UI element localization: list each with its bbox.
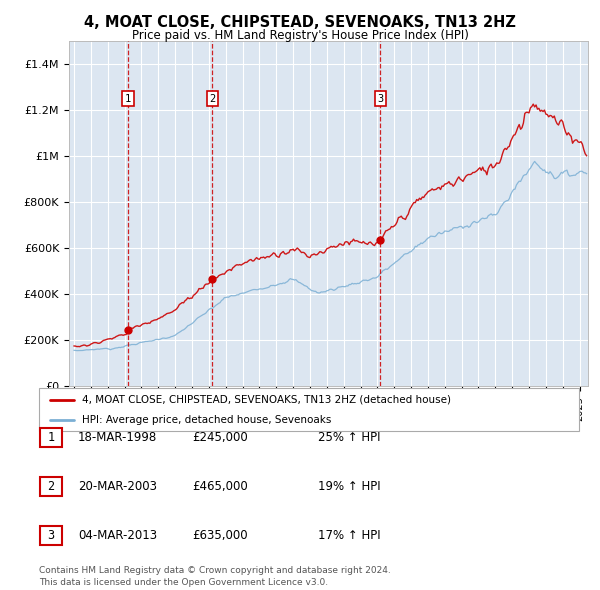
Text: 20-MAR-2003: 20-MAR-2003	[78, 480, 157, 493]
Text: 04-MAR-2013: 04-MAR-2013	[78, 529, 157, 542]
Text: 1: 1	[125, 94, 131, 104]
Text: £245,000: £245,000	[192, 431, 248, 444]
Text: 1: 1	[47, 431, 55, 444]
Text: HPI: Average price, detached house, Sevenoaks: HPI: Average price, detached house, Seve…	[82, 415, 332, 425]
Text: 3: 3	[377, 94, 383, 104]
Text: 19% ↑ HPI: 19% ↑ HPI	[318, 480, 380, 493]
Text: Price paid vs. HM Land Registry's House Price Index (HPI): Price paid vs. HM Land Registry's House …	[131, 29, 469, 42]
Text: 25% ↑ HPI: 25% ↑ HPI	[318, 431, 380, 444]
Text: 3: 3	[47, 529, 55, 542]
Text: 4, MOAT CLOSE, CHIPSTEAD, SEVENOAKS, TN13 2HZ: 4, MOAT CLOSE, CHIPSTEAD, SEVENOAKS, TN1…	[84, 15, 516, 30]
Text: £465,000: £465,000	[192, 480, 248, 493]
Text: 2: 2	[47, 480, 55, 493]
Text: 4, MOAT CLOSE, CHIPSTEAD, SEVENOAKS, TN13 2HZ (detached house): 4, MOAT CLOSE, CHIPSTEAD, SEVENOAKS, TN1…	[82, 395, 451, 405]
Text: £635,000: £635,000	[192, 529, 248, 542]
Text: 18-MAR-1998: 18-MAR-1998	[78, 431, 157, 444]
Text: Contains HM Land Registry data © Crown copyright and database right 2024.
This d: Contains HM Land Registry data © Crown c…	[39, 566, 391, 587]
Text: 2: 2	[209, 94, 215, 104]
Text: 17% ↑ HPI: 17% ↑ HPI	[318, 529, 380, 542]
